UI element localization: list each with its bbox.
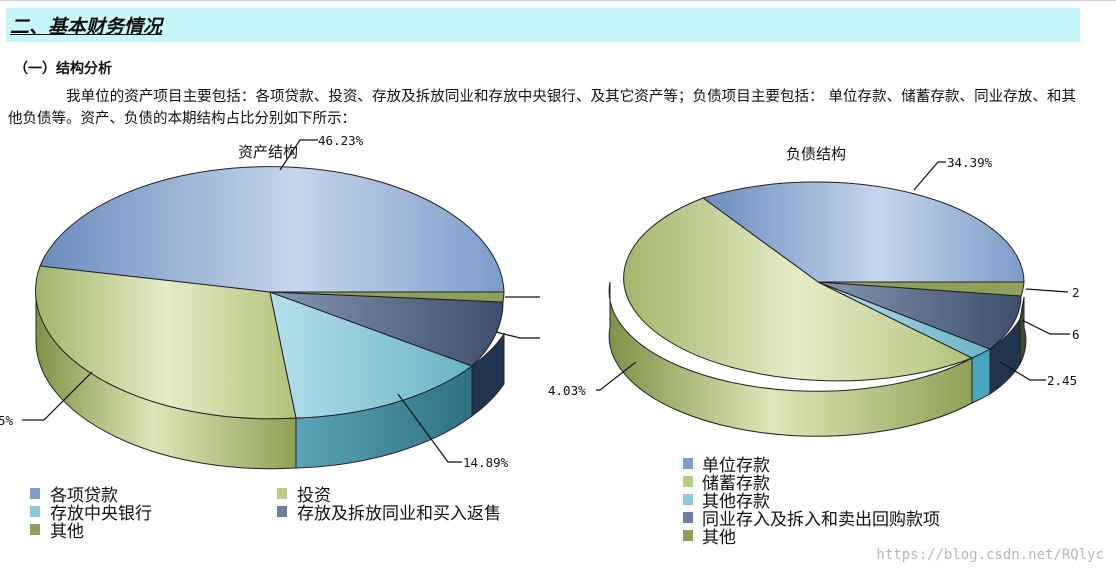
- legend-swatch: [30, 524, 40, 535]
- data-label-interbank: 6: [1072, 327, 1080, 342]
- legend-swatch: [683, 458, 693, 469]
- intro-paragraph: 我单位的资产项目主要包括：各项贷款、投资、存放及拆放同业和存放中央银行、及其它资…: [8, 89, 1076, 127]
- asset-slice-investment: [35, 265, 297, 420]
- watermark: https://blog.csdn.net/RQlyc: [876, 547, 1104, 563]
- leader-line: [1021, 319, 1070, 335]
- legend-swatch: [683, 530, 693, 541]
- chart-title: 资产结构: [238, 143, 298, 161]
- liability-legend: 单位存款 储蓄存款 其他存款 同业存入及拆入和卖出回购款项 其他: [683, 456, 940, 548]
- liability-structure-chart: 负债结构 34.39% 4.03% 2.45 6 2 单位存款 储蓄存款 其他存…: [548, 145, 1080, 548]
- leader-line: [495, 331, 540, 339]
- legend-swatch: [277, 506, 287, 517]
- leader-line: [279, 139, 318, 171]
- legend-label: 单位存款: [702, 456, 770, 476]
- legend-label: 储蓄存款: [702, 474, 770, 494]
- legend-swatch: [683, 494, 693, 505]
- data-label-other: 2: [1072, 285, 1080, 300]
- asset-slice-central-bank: [269, 291, 474, 419]
- leader-line: [596, 361, 637, 391]
- top-rule: [0, 0, 1116, 5]
- section-title: 二、基本财务情况: [10, 16, 163, 38]
- leader-line: [397, 393, 462, 463]
- chart-title: 负债结构: [786, 145, 846, 163]
- asset-slice-other: [269, 291, 505, 303]
- leader-line: [22, 371, 93, 421]
- data-label-central-bank: 14.89%: [463, 455, 509, 470]
- leader-line: [913, 161, 946, 191]
- legend-swatch: [683, 476, 693, 487]
- legend-swatch: [277, 488, 287, 499]
- leader-line: [999, 361, 1046, 381]
- subsection-title: （一）结构分析: [14, 61, 112, 77]
- asset-structure-chart: 资产结构 46.23% 5% 14.89% 各项贷款 存放中央银行 其他 投资: [0, 133, 540, 542]
- liability-slice-savings: [623, 197, 974, 382]
- liability-slice-unit-deposits: [701, 181, 1025, 283]
- asset-legend: 各项贷款 存放中央银行 其他 投资 存放及拆放同业和买入返售: [30, 486, 501, 542]
- legend-label: 各项贷款: [50, 486, 118, 506]
- legend-label: 其他存款: [702, 492, 770, 512]
- legend-label: 存放及拆放同业和买入返售: [297, 504, 501, 524]
- data-label-investment: 5%: [0, 413, 14, 428]
- data-label-loans: 46.23%: [318, 133, 364, 148]
- legend-swatch: [683, 512, 693, 523]
- asset-slice-interbank: [269, 291, 504, 367]
- data-label-unit-deposits: 34.39%: [947, 155, 993, 170]
- legend-label: 其他: [50, 522, 84, 542]
- asset-slice-side-interbank: [471, 332, 505, 417]
- legend-label: 其他: [702, 528, 736, 548]
- data-label-other-deposits: 2.45: [1047, 373, 1077, 388]
- legend-label: 存放中央银行: [50, 504, 152, 524]
- liability-slice-interbank: [817, 281, 1022, 350]
- data-label-savings: 4.03%: [548, 383, 586, 398]
- legend-swatch: [30, 506, 40, 517]
- section-header-band: [6, 8, 1080, 42]
- liability-slice-side-other: [1019, 296, 1027, 365]
- liability-slice-other: [817, 281, 1025, 297]
- legend-swatch: [30, 488, 40, 499]
- legend-label: 同业存入及拆入和卖出回购款项: [702, 510, 940, 530]
- legend-label: 投资: [297, 486, 331, 506]
- leader-line: [1025, 288, 1069, 293]
- asset-slice-loans: [39, 166, 505, 293]
